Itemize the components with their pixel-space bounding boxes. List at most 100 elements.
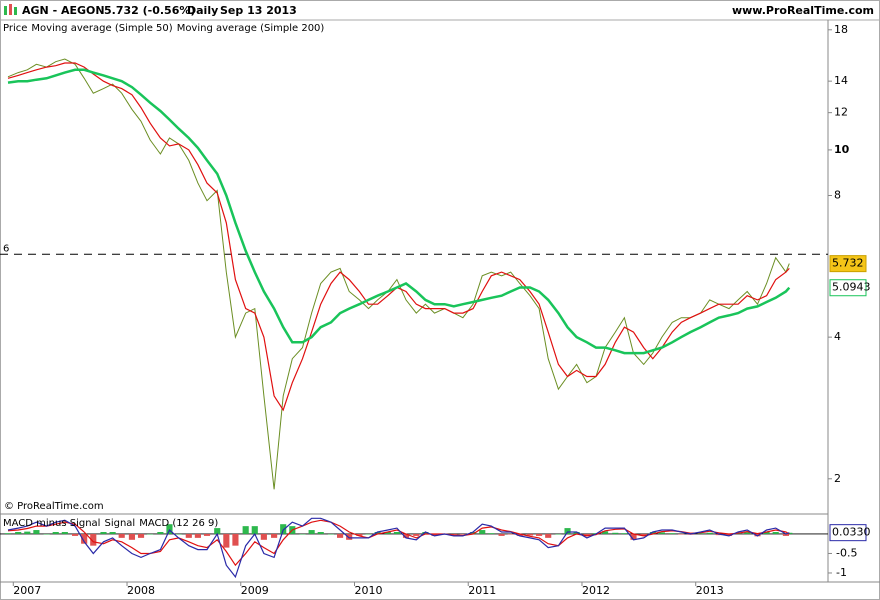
histogram-bar (299, 533, 306, 535)
histogram-bar (271, 533, 278, 538)
x-tick-label: 2009 (241, 584, 269, 597)
histogram-bar (763, 532, 770, 534)
y-tick-label: 18 (834, 23, 848, 36)
legend-entry: Moving average (Simple 50) (31, 23, 172, 34)
watermark: © ProRealTime.com (4, 501, 104, 512)
y-tick-label: 12 (834, 106, 848, 119)
histogram-bar (43, 533, 50, 535)
quote: 5.732 (-0.56%) (104, 4, 195, 17)
histogram-bar (402, 533, 410, 538)
histogram-bar (413, 533, 420, 536)
x-tick-label: 2008 (127, 584, 155, 597)
legend-entry: MACD (12 26 9) (139, 518, 218, 529)
histogram-bar (33, 530, 40, 534)
histogram-bar (137, 533, 145, 538)
histogram-bar (507, 533, 514, 535)
histogram-bar (61, 532, 68, 534)
last-value-box (829, 524, 867, 542)
histogram-bar (346, 533, 353, 540)
last-value-box (829, 255, 867, 273)
y-tick-label: 14 (834, 74, 848, 87)
histogram-bar (744, 532, 751, 534)
histogram-bar (479, 530, 486, 534)
histogram-bar (90, 533, 97, 546)
histogram-bar (422, 532, 429, 534)
histogram-bar (251, 526, 258, 534)
x-tick-label: 2007 (13, 584, 41, 597)
x-tick-label: 2010 (355, 584, 383, 597)
legend-entry: MACD minus Signal (3, 518, 100, 529)
histogram-bar (308, 530, 315, 534)
histogram-bar (365, 533, 372, 535)
histogram-bar (772, 532, 779, 534)
histogram-bar (393, 532, 401, 534)
last-value-label: 5.732 (832, 257, 864, 270)
period: Daily (187, 4, 218, 17)
histogram-bar (536, 533, 543, 536)
histogram-bar (52, 532, 59, 534)
symbol: AGN - AEGON (22, 4, 105, 17)
histogram-bar (223, 533, 230, 548)
histogram-bar (24, 531, 31, 534)
legend-entry: Price (3, 23, 27, 34)
y-tick-label: 2 (834, 472, 841, 485)
histogram-bar (185, 533, 192, 538)
histogram-bar (488, 533, 495, 534)
histogram-bar (128, 533, 136, 540)
y-tick-label: -1 (836, 566, 847, 579)
x-tick-label: 2012 (582, 584, 610, 597)
histogram-bar (470, 532, 477, 534)
histogram-bar (431, 533, 438, 536)
histogram-bar (4, 533, 12, 534)
histogram-bar (697, 533, 704, 534)
last-value-box (829, 279, 867, 297)
x-tick-label: 2013 (696, 584, 724, 597)
histogram-bar (630, 533, 637, 540)
histogram-bar (109, 532, 116, 534)
histogram-bar (317, 532, 324, 534)
histogram-bar (725, 533, 733, 536)
series-line (7, 62, 790, 412)
histogram-bar (260, 533, 267, 540)
histogram-bar (649, 532, 656, 534)
histogram-bar (583, 533, 590, 536)
legend-entry: Moving average (Simple 200) (177, 23, 325, 34)
icon (4, 4, 17, 15)
y-tick-label: -0.5 (836, 546, 857, 559)
histogram-bar (640, 533, 647, 536)
site: www.ProRealTime.com (732, 4, 874, 17)
histogram-bar (15, 532, 22, 534)
histogram-bar (71, 533, 79, 536)
histogram-bar (175, 533, 182, 535)
last-value-label: 5.0943 (832, 281, 871, 294)
reference-label: 6 (3, 243, 9, 254)
histogram-bar (118, 533, 125, 538)
date: Sep 13 2013 (220, 4, 297, 17)
histogram-bar (327, 533, 335, 535)
series-line (7, 68, 791, 355)
histogram-bar (459, 533, 466, 535)
x-tick-label: 2011 (468, 584, 496, 597)
histogram-bar (280, 524, 287, 534)
series-line (7, 517, 790, 579)
histogram-bar (203, 533, 211, 536)
histogram-bar (706, 532, 713, 534)
histogram-bar (450, 533, 457, 535)
histogram-bar (166, 524, 173, 534)
histogram-bar (384, 532, 391, 534)
histogram-bar (782, 533, 789, 536)
y-tick-label: 8 (834, 189, 841, 202)
histogram-bar (356, 533, 363, 536)
histogram-bar (516, 533, 523, 536)
histogram-bar (545, 533, 552, 538)
histogram-bar (669, 533, 676, 534)
y-tick-label: 10 (834, 143, 850, 156)
histogram-bar (621, 533, 628, 534)
y-tick-label: 4 (834, 330, 841, 343)
histogram-bar (526, 533, 534, 536)
histogram-bar (147, 533, 154, 535)
histogram-bar (754, 533, 761, 537)
histogram-bar (337, 533, 344, 538)
histogram-bar (564, 528, 571, 534)
